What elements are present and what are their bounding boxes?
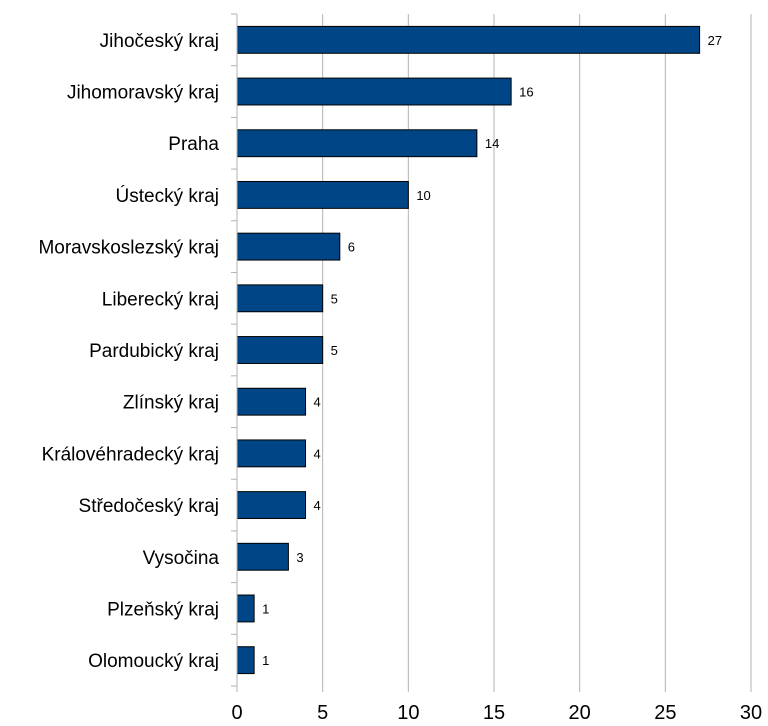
category-label: Středočeský kraj xyxy=(79,496,219,517)
x-tick-label: 0 xyxy=(231,702,242,724)
bar-13 xyxy=(236,646,255,675)
data-label: 10 xyxy=(416,188,430,203)
grid-lines xyxy=(322,14,752,686)
category-label: Zlínský kraj xyxy=(123,393,219,414)
bars xyxy=(236,25,701,675)
bar-7 xyxy=(236,336,324,364)
bar-2 xyxy=(236,77,512,106)
data-label: 5 xyxy=(331,343,338,358)
data-label: 1 xyxy=(262,653,269,668)
data-label: 6 xyxy=(348,240,355,255)
category-label: Olomoucký kraj xyxy=(88,651,219,672)
category-label: Pardubický kraj xyxy=(89,341,219,362)
x-tick-label: 20 xyxy=(569,702,591,724)
data-label: 4 xyxy=(314,446,321,461)
data-label: 4 xyxy=(314,498,321,513)
x-tick-label: 25 xyxy=(654,702,676,724)
category-label: Liberecký kraj xyxy=(102,289,219,310)
category-label: Praha xyxy=(168,134,219,155)
category-label: Moravskoslezský kraj xyxy=(38,238,219,259)
x-tick-label: 30 xyxy=(740,702,762,724)
bar-12 xyxy=(236,594,255,623)
category-label: Jihočeský kraj xyxy=(100,31,219,52)
category-label: Královéhradecký kraj xyxy=(42,444,219,465)
bar-3 xyxy=(236,129,478,158)
category-label: Jihomoravský kraj xyxy=(67,83,219,104)
data-label: 4 xyxy=(314,395,321,410)
bar-11 xyxy=(236,542,289,571)
data-label: 27 xyxy=(708,33,722,48)
bar-10 xyxy=(236,491,307,520)
data-label: 1 xyxy=(262,601,269,616)
x-tick-label: 10 xyxy=(397,702,419,724)
data-label: 3 xyxy=(296,550,303,565)
data-label: 14 xyxy=(485,136,499,151)
category-label: Plzeňský kraj xyxy=(107,599,219,620)
bar-6 xyxy=(236,284,324,313)
data-label: 5 xyxy=(331,291,338,306)
axes xyxy=(231,13,752,692)
bar-8 xyxy=(236,387,307,416)
bar-5 xyxy=(236,232,341,261)
bar-4 xyxy=(236,180,409,209)
category-label: Vysočina xyxy=(143,548,220,569)
data-label: 16 xyxy=(519,85,533,100)
bar-9 xyxy=(236,439,307,468)
x-tick-label: 15 xyxy=(483,702,505,724)
bar-1 xyxy=(236,25,701,54)
x-tick-label: 5 xyxy=(317,702,328,724)
category-label: Ústecký kraj xyxy=(116,185,219,207)
